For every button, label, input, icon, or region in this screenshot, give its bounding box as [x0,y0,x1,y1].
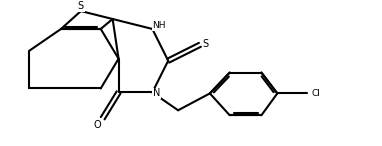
Text: NH: NH [152,21,166,31]
Text: O: O [94,120,102,130]
Text: Cl: Cl [312,89,320,98]
Text: S: S [203,39,209,49]
Text: N: N [152,88,160,98]
Text: S: S [78,1,84,11]
